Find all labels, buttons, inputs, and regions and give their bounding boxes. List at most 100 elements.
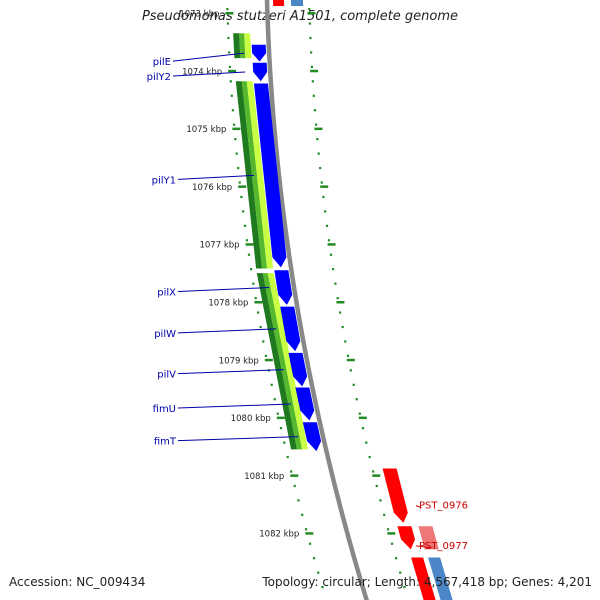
minor-tick [234,138,237,141]
minor-tick [228,51,231,54]
major-tick-outer [310,69,319,73]
major-tick [225,12,234,15]
minor-tick-outer [308,22,311,25]
gene-label-pilv[interactable]: pilV [157,370,176,381]
minor-tick-outer [349,369,352,372]
backbone-line [264,0,369,600]
gene-label-pily2[interactable]: pilY2 [147,72,171,83]
minor-tick [304,528,308,531]
rna-feature-top[interactable] [291,0,304,6]
minor-tick-outer [313,109,316,112]
tick-track: 1073 kbp 1074 kbp 1075 kbp 1076 kbp 1077 kbp… [179,8,406,589]
minor-tick [245,239,249,242]
gc-band-mid [239,33,246,59]
minor-tick-outer [368,455,371,459]
gene-arrow-next-reverse[interactable] [411,557,436,600]
gene-arrow-pst-0977-pair[interactable] [418,526,439,550]
gene-label-pile[interactable]: pilE [153,57,171,68]
minor-tick-outer [311,80,314,83]
minor-tick-outer [344,340,347,343]
major-tick-outer [307,12,316,15]
minor-tick-outer [316,138,319,141]
minor-tick [286,455,289,459]
gene-arrow-fimu[interactable] [295,387,315,421]
major-tick-outer [372,474,381,477]
minor-tick [312,557,316,560]
major-tick [264,358,273,362]
rna-feature[interactable] [428,557,453,600]
major-tick [228,69,237,73]
gene-label-fimu[interactable]: fimU [153,404,176,415]
tick-label: 1078 kbp [208,299,248,309]
minor-tick [242,210,245,213]
major-tick [245,243,254,246]
minor-tick [227,36,230,40]
gene-arrow-pily1[interactable] [253,83,287,268]
major-tick [276,416,285,420]
tick-label: 1074 kbp [182,67,222,77]
major-tick-outer [336,301,345,304]
map-title: Pseudomonas stutzeri A1501, complete gen… [141,9,459,24]
major-tick [254,301,263,304]
minor-tick [232,123,236,126]
minor-tick [235,152,238,155]
minor-tick [250,268,253,271]
gc-band-mid [241,81,268,269]
gc-band-light [246,81,274,269]
minor-tick-outer [327,239,331,242]
minor-tick-outer [358,412,361,415]
major-tick-outer [314,127,323,131]
gene-label-pst-0976[interactable]: PST_0976 [419,501,468,512]
minor-tick [230,94,233,97]
gene-arrow-fimt[interactable] [302,422,322,452]
gene-label-pst-0977[interactable]: PST_0977 [419,541,468,552]
gene-label-pilx[interactable]: pilX [157,288,176,299]
tick-label: 1079 kbp [219,356,259,366]
gene-label-fimt-leader [177,436,299,442]
gene-label-pilw[interactable]: pilW [154,329,176,340]
minor-tick-outer [386,528,390,531]
gene-arrow-pilv[interactable] [288,352,308,387]
minor-tick [229,80,232,83]
gene-arrow-pst-0977[interactable] [397,526,416,550]
minor-tick-outer [339,311,342,314]
minor-tick [317,571,320,574]
minor-tick-outer [341,325,344,329]
gene-label-pst-0976-leader [415,505,422,509]
minor-tick-outer [399,571,402,574]
gene-label-fimt[interactable]: fimT [154,437,177,448]
gene-arrow-pst-0976[interactable] [382,468,408,523]
gene-arrow-pilw[interactable] [280,306,301,352]
gc-band-light [267,273,309,450]
gene-label-pily1-leader [177,174,255,180]
tick-label: 1073 kbp [179,10,219,20]
minor-tick-outer [324,210,327,213]
minor-tick-outer [383,513,386,516]
minor-tick [226,22,229,25]
gene-arrow-top-reverse[interactable] [273,0,285,6]
gene-arrow-pilx[interactable] [274,270,293,305]
minor-tick [262,340,265,343]
gc-band-mid [262,273,303,450]
minor-tick-outer [355,398,358,401]
minor-tick-outer [403,586,406,589]
gene-arrow-pile[interactable] [251,44,267,62]
minor-tick-outer [390,542,394,545]
minor-tick-outer [394,557,398,560]
gene-label-pily1[interactable]: pilY1 [152,175,176,186]
minor-tick-outer [336,297,339,300]
major-tick-outer [346,358,355,362]
minor-tick [231,109,234,112]
minor-tick [293,484,296,488]
minor-tick-outer [314,123,318,126]
minor-tick-outer [320,181,323,184]
minor-tick [264,354,268,357]
minor-tick-outer [334,282,337,285]
gene-arrow-pily2[interactable] [252,62,268,82]
minor-tick [301,513,304,516]
minor-tick-outer [312,94,315,97]
minor-tick-outer [375,484,378,488]
minor-tick-outer [309,36,312,40]
gene-label-pst-0977-leader [415,545,433,549]
